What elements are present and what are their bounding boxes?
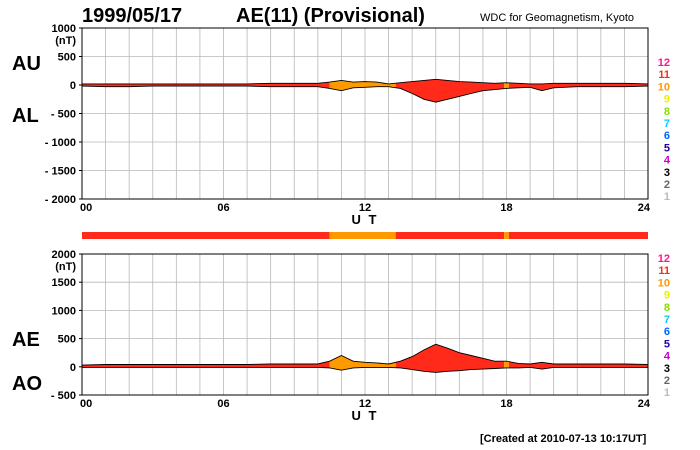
created-note: [Created at 2010-07-13 10:17UT] [480, 433, 647, 445]
x-axis-label: U T [352, 212, 379, 227]
area-fill-segment [395, 79, 505, 103]
y-tick-label: 1500 [52, 277, 76, 289]
legend-level-12: 12 [658, 57, 670, 69]
y-tick-label: - 1000 [45, 137, 76, 149]
legend-level-5: 5 [664, 338, 670, 350]
area-fill-segment [329, 80, 396, 91]
legend-level-8: 8 [664, 302, 670, 314]
x-tick-label: 06 [217, 202, 229, 214]
area-fill-group [82, 78, 648, 103]
legend-level-6: 6 [664, 326, 670, 338]
ao-line [82, 366, 648, 373]
y-tick-label: 0 [70, 362, 76, 374]
y-tick-label: - 1500 [45, 166, 76, 178]
area-fill-segment [395, 344, 505, 373]
ae-series-label: AE [12, 329, 40, 351]
area-fill-group [82, 343, 648, 373]
legend-level-10: 10 [658, 277, 670, 289]
legend-level-10: 10 [658, 81, 670, 93]
area-fill-segment [504, 361, 509, 368]
area-fill-segment [508, 82, 648, 91]
x-tick-label: 18 [500, 398, 512, 410]
legend-level-9: 9 [664, 94, 670, 106]
au-line [82, 78, 648, 85]
legend-level-4: 4 [664, 351, 671, 363]
activity-level-bar [82, 232, 648, 239]
au-al-panel: 1000 500 0 - 500 - 1000 - 1500 - 2000 (nT) 00 06 1… [45, 23, 651, 227]
y-tick-label: 500 [58, 334, 76, 346]
legend-level-2: 2 [664, 179, 670, 191]
legend-level-6: 6 [664, 130, 670, 142]
y-tick-label: 2000 [52, 249, 76, 261]
al-series-label: AL [12, 105, 39, 127]
al-line [82, 85, 648, 103]
x-tick-label: 00 [80, 202, 92, 214]
area-fill-segment [504, 82, 509, 89]
x-tick-label: 00 [80, 398, 92, 410]
plot-frame [81, 253, 649, 396]
legend-level-9: 9 [664, 290, 670, 302]
legend-level-1: 1 [664, 191, 670, 203]
legend-level-5: 5 [664, 142, 670, 154]
ao-series-label: AO [12, 373, 42, 395]
y-tick-label: 0 [70, 80, 76, 92]
y-unit-label: (nT) [55, 261, 76, 273]
ae-line [82, 343, 648, 366]
x-axis-label: U T [352, 408, 379, 423]
y-tick-label: 500 [58, 52, 76, 64]
legend-level-7: 7 [664, 314, 670, 326]
legend-level-2: 2 [664, 375, 670, 387]
legend-level-3: 3 [664, 167, 670, 179]
legend-level-11: 11 [658, 69, 670, 81]
date-title: 1999/05/17 [82, 5, 182, 27]
y-tick-label: 1000 [52, 23, 76, 35]
activity-segment [395, 232, 505, 239]
activity-segment [508, 232, 648, 239]
source-label: WDC for Geomagnetism, Kyoto [480, 12, 634, 24]
x-tick-label: 06 [217, 398, 229, 410]
x-tick-label: 12 [359, 202, 371, 214]
area-fill-segment [329, 355, 396, 371]
y-tick-label: - 2000 [45, 194, 76, 206]
x-tick-label: 24 [638, 202, 651, 214]
ae-ao-panel: 2000 1500 1000 500 0 - 500 (nT) 00 06 12 18 24 U T [51, 249, 651, 423]
legend-level-12: 12 [658, 253, 670, 265]
chart-title: AE(11) (Provisional) [236, 5, 425, 27]
y-unit-label: (nT) [55, 35, 76, 47]
activity-segment [504, 232, 509, 239]
x-tick-label: 12 [359, 398, 371, 410]
legend-level-1: 1 [664, 387, 670, 399]
activity-segment [329, 232, 396, 239]
x-tick-label: 18 [500, 202, 512, 214]
legend-level-3: 3 [664, 363, 670, 375]
legend-level-7: 7 [664, 118, 670, 130]
y-tick-label: 1000 [52, 305, 76, 317]
y-tick-label: - 500 [51, 390, 76, 402]
y-tick-label: - 500 [51, 109, 76, 121]
legend-level-8: 8 [664, 106, 670, 118]
x-tick-label: 24 [638, 398, 651, 410]
legend-level-11: 11 [658, 265, 670, 277]
legend-level-4: 4 [664, 155, 671, 167]
au-series-label: AU [12, 53, 41, 75]
activity-segment [82, 232, 330, 239]
